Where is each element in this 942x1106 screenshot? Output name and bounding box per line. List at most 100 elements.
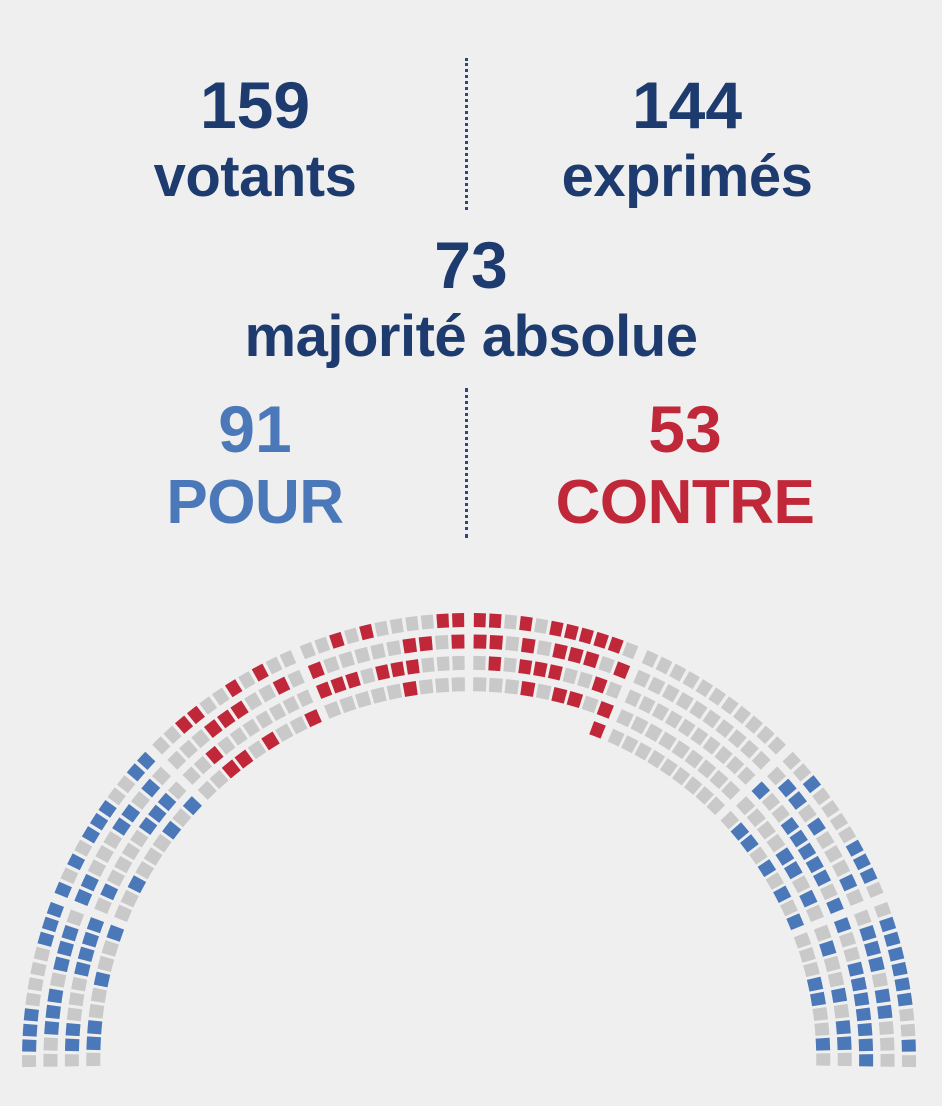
seat-pour	[53, 956, 70, 973]
seat-abstention	[675, 691, 694, 711]
seat-pour	[80, 873, 99, 892]
seat-contre	[359, 623, 374, 641]
seat-abstention	[68, 992, 85, 1007]
seat-abstention	[702, 736, 721, 755]
seat-abstention	[60, 867, 79, 885]
seat-pour	[41, 916, 59, 933]
seat-abstention	[812, 787, 831, 806]
seat-abstention	[672, 766, 691, 786]
seat-pour	[137, 751, 156, 771]
seat-contre	[224, 679, 243, 698]
seat-abstention	[706, 796, 726, 816]
seat-abstention	[581, 695, 599, 714]
seat-abstention	[803, 961, 820, 978]
seat-abstention	[805, 904, 824, 923]
seat-abstention	[505, 636, 520, 652]
seat-contre	[583, 651, 600, 669]
seat-pour	[45, 1004, 61, 1020]
seat-abstention	[488, 677, 503, 693]
seat-pour	[121, 804, 141, 823]
seat-abstention	[812, 1006, 829, 1022]
seat-abstention	[813, 924, 832, 942]
seat-contre	[330, 676, 347, 694]
seat-abstention	[116, 775, 136, 794]
seat-pour	[44, 1021, 60, 1035]
seat-abstention	[765, 872, 784, 890]
seat-abstention	[282, 695, 300, 714]
seat-pour	[789, 829, 808, 848]
seat-pour	[783, 861, 803, 880]
exprimes-stat: 144 exprimés	[532, 72, 842, 206]
seat-abstention	[94, 897, 112, 915]
seat-abstention	[746, 808, 766, 828]
seat-abstention	[878, 1021, 894, 1035]
seat-abstention	[338, 651, 355, 669]
seat-abstention	[504, 614, 518, 630]
seat-abstention	[97, 955, 115, 973]
seat-pour	[859, 1054, 874, 1067]
seat-abstention	[622, 641, 639, 660]
seat-pour	[858, 1038, 874, 1052]
seat-abstention	[229, 727, 248, 746]
seat-abstention	[659, 758, 678, 777]
seat-abstention	[95, 844, 114, 864]
seat-contre	[205, 745, 224, 765]
seat-abstention	[638, 695, 656, 714]
seat-abstention	[689, 700, 708, 720]
seat-abstention	[287, 669, 305, 688]
seat-pour	[805, 855, 824, 874]
majorite-count: 73	[434, 228, 508, 302]
seat-abstention	[771, 804, 790, 823]
seat-abstention	[199, 696, 218, 715]
seat-pour	[23, 1008, 39, 1022]
seat-pour	[751, 781, 771, 800]
seat-contre	[272, 676, 291, 695]
seat-abstention	[736, 796, 756, 816]
seat-pour	[813, 869, 832, 887]
seat-abstention	[473, 677, 487, 692]
seat-abstention	[874, 901, 892, 918]
seat-pour	[87, 1020, 103, 1035]
seat-contre	[549, 620, 564, 637]
seat-pour	[780, 816, 800, 835]
seat-abstention	[503, 657, 517, 673]
seat-abstention	[684, 749, 704, 769]
seat-abstention	[43, 1053, 58, 1067]
seat-pour	[77, 946, 95, 963]
seat-pour	[157, 792, 177, 812]
seat-contre	[564, 623, 579, 641]
seat-abstention	[344, 627, 360, 645]
seat-abstention	[715, 719, 735, 738]
seat-pour	[106, 924, 125, 942]
seat-abstention	[655, 656, 673, 675]
contre-label: CONTRE	[555, 468, 815, 537]
seat-abstention	[669, 663, 687, 682]
seat-abstention	[30, 961, 47, 977]
seat-pour	[859, 867, 878, 885]
seat-pour	[879, 916, 897, 933]
seat-contre	[221, 759, 241, 779]
seat-abstention	[690, 727, 709, 746]
seat-abstention	[258, 684, 277, 703]
seat-abstention	[289, 715, 308, 735]
seat-abstention	[866, 881, 884, 899]
seat-pour	[148, 804, 167, 823]
seat-pour	[81, 826, 101, 844]
seat-abstention	[900, 1023, 916, 1037]
seat-abstention	[697, 759, 717, 779]
seat-pour	[786, 913, 805, 931]
seat-abstention	[193, 755, 213, 775]
seat-pour	[126, 763, 146, 782]
seat-contre	[520, 637, 536, 654]
seat-abstention	[633, 669, 651, 688]
seat-abstention	[71, 976, 88, 992]
seat-abstention	[621, 735, 639, 754]
seat-abstention	[695, 679, 714, 698]
seat-pour	[47, 988, 64, 1004]
pour-count: 91	[218, 392, 292, 466]
seat-abstention	[751, 750, 771, 770]
seat-pour	[757, 859, 777, 878]
seat-abstention	[172, 808, 192, 828]
seat-contre	[607, 636, 624, 654]
seat-abstention	[780, 899, 798, 917]
